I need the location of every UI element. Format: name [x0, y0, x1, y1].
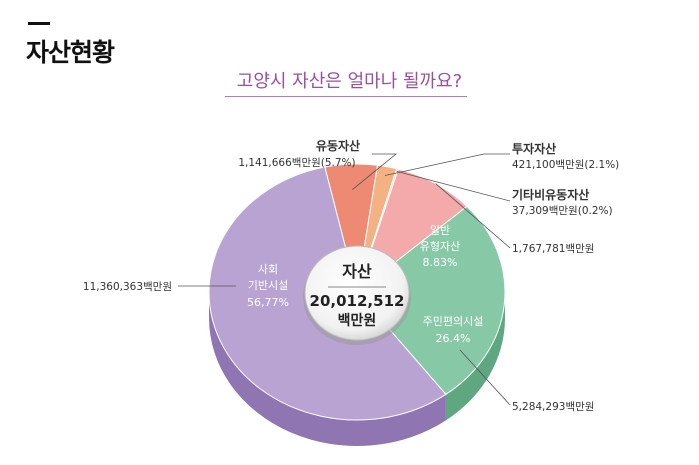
label-general-tangible-pct: 8.83% [423, 256, 458, 269]
slice-side-resident-facilities [445, 292, 505, 421]
label-investment-assets-detail: 421,100백만원(2.1%) [512, 159, 619, 171]
center-unit: 백만원 [338, 313, 377, 329]
label-current-assets-detail: 1,141,666백만원(5.7%) [238, 157, 355, 169]
label-infrastructure-value: 11,360,363백만원 [83, 281, 172, 293]
pie-3d-sides [209, 292, 505, 447]
label-resident-facilities-value: 5,284,293백만원 [512, 401, 594, 413]
label-resident-facilities-name: 주민편의시설 [423, 315, 484, 328]
label-other-noncurrent-detail: 37,309백만원(0.2%) [512, 205, 613, 217]
label-investment-assets-name: 투자자산 [512, 141, 556, 156]
label-general-tangible-name-2: 유형자산 [420, 240, 460, 253]
label-general-tangible-value: 1,767,781백만원 [512, 243, 594, 255]
page-title: 자산현황 [26, 38, 115, 67]
leader-general-tangible [435, 183, 511, 249]
center-total: 20,012,512 [310, 292, 405, 310]
slice-resident-facilities [356, 205, 506, 395]
label-resident-facilities-pct: 26.4% [436, 332, 471, 345]
subtitle-underline [225, 96, 467, 97]
leader-lines [178, 153, 511, 406]
leader-current-assets [352, 153, 398, 190]
label-infrastructure-pct: 56,77% [247, 296, 289, 309]
center-label: 자산 [342, 262, 372, 281]
leader-resident-facilities [459, 349, 511, 406]
center-badge: 자산 20,012,512 백만원 [303, 245, 411, 345]
label-current-assets-name: 유동자산 [316, 138, 360, 153]
title-accent-bar [28, 22, 50, 25]
chart-subtitle: 고양시 자산은 얼마나 될까요? [236, 71, 463, 92]
slice-side-infrastructure [209, 292, 446, 447]
slice-labels: 유동자산 1,141,666백만원(5.7%) 투자자산 421,100백만원(2.1… [83, 138, 619, 413]
label-other-noncurrent-name: 기타비유동자산 [512, 187, 589, 202]
label-infrastructure-name-1: 사회 [258, 263, 278, 276]
leader-other-noncurrent [396, 170, 511, 202]
leader-investment-assets [384, 153, 510, 176]
label-general-tangible-name-1: 일반 [430, 223, 450, 237]
label-infrastructure-name-2: 기반시설 [248, 279, 288, 292]
